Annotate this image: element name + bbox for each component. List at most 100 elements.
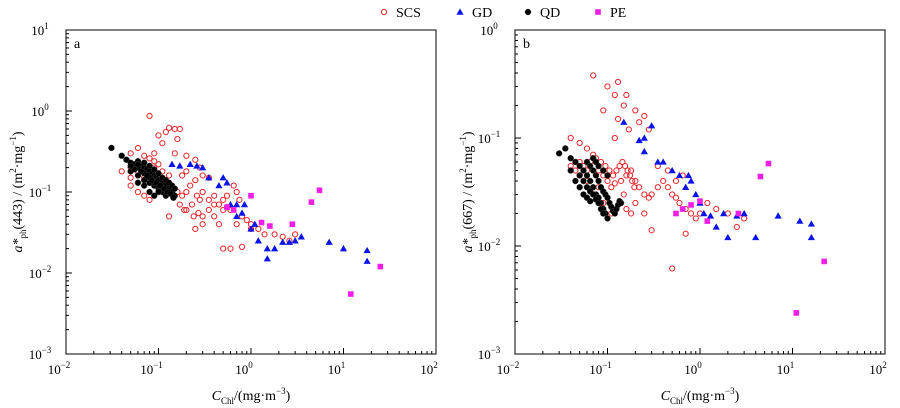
data-point-pe xyxy=(757,173,764,180)
data-point-qd xyxy=(592,172,600,179)
data-point-qd xyxy=(127,162,134,170)
data-point-scs xyxy=(611,91,618,99)
panel-label: a xyxy=(74,37,81,52)
data-point-gd xyxy=(659,158,667,165)
data-point-qd xyxy=(140,159,148,166)
data-point-scs xyxy=(211,213,218,220)
x-tick-label: 10−1 xyxy=(140,360,163,377)
data-point-scs xyxy=(243,216,250,224)
data-point-scs xyxy=(192,225,199,233)
data-point-gd xyxy=(640,147,648,155)
data-point-qd xyxy=(155,170,162,177)
data-point-scs xyxy=(199,188,206,196)
data-point-gd xyxy=(774,212,782,219)
data-point-scs xyxy=(176,125,183,133)
data-point-scs xyxy=(146,196,153,203)
data-point-scs xyxy=(583,145,591,152)
data-point-scs xyxy=(223,192,231,199)
x-tick-label: 10−1 xyxy=(589,360,612,377)
x-tick-label: 102 xyxy=(420,360,438,377)
data-point-scs xyxy=(146,112,153,119)
data-point-scs xyxy=(608,184,615,191)
series-pe xyxy=(224,187,384,297)
data-point-scs xyxy=(628,210,635,217)
data-point-qd xyxy=(572,158,579,166)
data-point-scs xyxy=(141,192,148,199)
legend-label-scs: SCS xyxy=(396,6,421,21)
data-point-scs xyxy=(236,196,243,203)
data-point-qd xyxy=(580,177,587,185)
data-point-pe xyxy=(224,204,230,210)
data-point-scs xyxy=(590,72,597,79)
data-point-scs xyxy=(623,205,630,213)
data-point-scs xyxy=(645,126,652,133)
plot-frame xyxy=(514,29,886,355)
data-point-scs xyxy=(227,245,234,252)
data-point-gd xyxy=(233,200,241,208)
data-point-scs xyxy=(626,172,634,179)
data-point-scs xyxy=(141,152,148,159)
data-point-qd xyxy=(155,188,162,196)
data-point-scs xyxy=(733,223,740,231)
data-point-gd xyxy=(684,171,693,179)
data-point-pe xyxy=(267,223,273,229)
legend-label-pe: PE xyxy=(610,6,626,21)
data-point-scs xyxy=(632,177,639,185)
data-point-gd xyxy=(675,171,684,179)
data-point-scs xyxy=(632,107,639,114)
data-point-qd xyxy=(140,182,148,189)
legend-label-qd: QD xyxy=(540,6,560,21)
data-point-scs xyxy=(127,182,134,189)
data-point-scs xyxy=(604,83,611,90)
panel-a: 10−2 10−1 100 101 10210−310−210−1100101aCChl… xyxy=(8,21,438,406)
data-point-gd xyxy=(363,257,371,264)
data-point-scs xyxy=(255,225,262,233)
data-point-scs xyxy=(193,192,200,199)
data-point-qd xyxy=(146,188,153,196)
data-point-scs xyxy=(179,172,186,179)
data-point-gd xyxy=(724,233,732,241)
data-point-scs xyxy=(692,215,699,222)
data-point-scs xyxy=(220,196,227,203)
x-axis-label: CChl/(mg·m−3) xyxy=(212,386,291,406)
data-point-scs xyxy=(174,135,181,143)
y-tick-label: 10−2 xyxy=(478,237,501,254)
data-point-pe xyxy=(679,206,686,212)
data-point-scs xyxy=(165,172,173,179)
data-point-scs xyxy=(704,199,711,207)
data-point-pe xyxy=(821,258,827,265)
data-point-scs xyxy=(199,221,206,228)
data-point-gd xyxy=(291,237,299,244)
data-point-gd xyxy=(700,209,708,217)
data-point-gd xyxy=(720,209,728,217)
data-point-scs xyxy=(127,150,134,157)
data-point-scs xyxy=(676,199,683,207)
data-point-gd xyxy=(205,174,213,181)
data-point-scs xyxy=(215,201,223,208)
data-point-scs xyxy=(614,115,622,123)
series-gd xyxy=(168,160,371,264)
data-point-scs xyxy=(179,192,186,199)
data-point-scs xyxy=(211,192,218,199)
data-point-qd xyxy=(586,197,594,205)
data-point-scs xyxy=(165,124,173,131)
data-point-scs xyxy=(187,182,194,189)
data-point-scs xyxy=(159,140,166,147)
data-point-gd xyxy=(682,183,690,190)
data-point-scs xyxy=(215,221,223,228)
data-point-gd xyxy=(254,237,262,244)
data-point-qd xyxy=(118,152,125,159)
legend: SCS GD QD PE xyxy=(380,6,626,21)
data-point-gd xyxy=(176,162,184,169)
data-point-gd xyxy=(752,233,760,241)
data-point-qd xyxy=(595,199,602,207)
data-point-scs xyxy=(181,206,188,214)
data-point-gd xyxy=(339,245,348,252)
y-tick-label: 101 xyxy=(31,21,49,38)
data-point-scs xyxy=(629,177,636,185)
legend-label-gd: GD xyxy=(472,6,492,21)
data-point-scs xyxy=(648,191,655,198)
data-point-scs xyxy=(151,158,158,165)
data-point-gd xyxy=(807,233,815,241)
